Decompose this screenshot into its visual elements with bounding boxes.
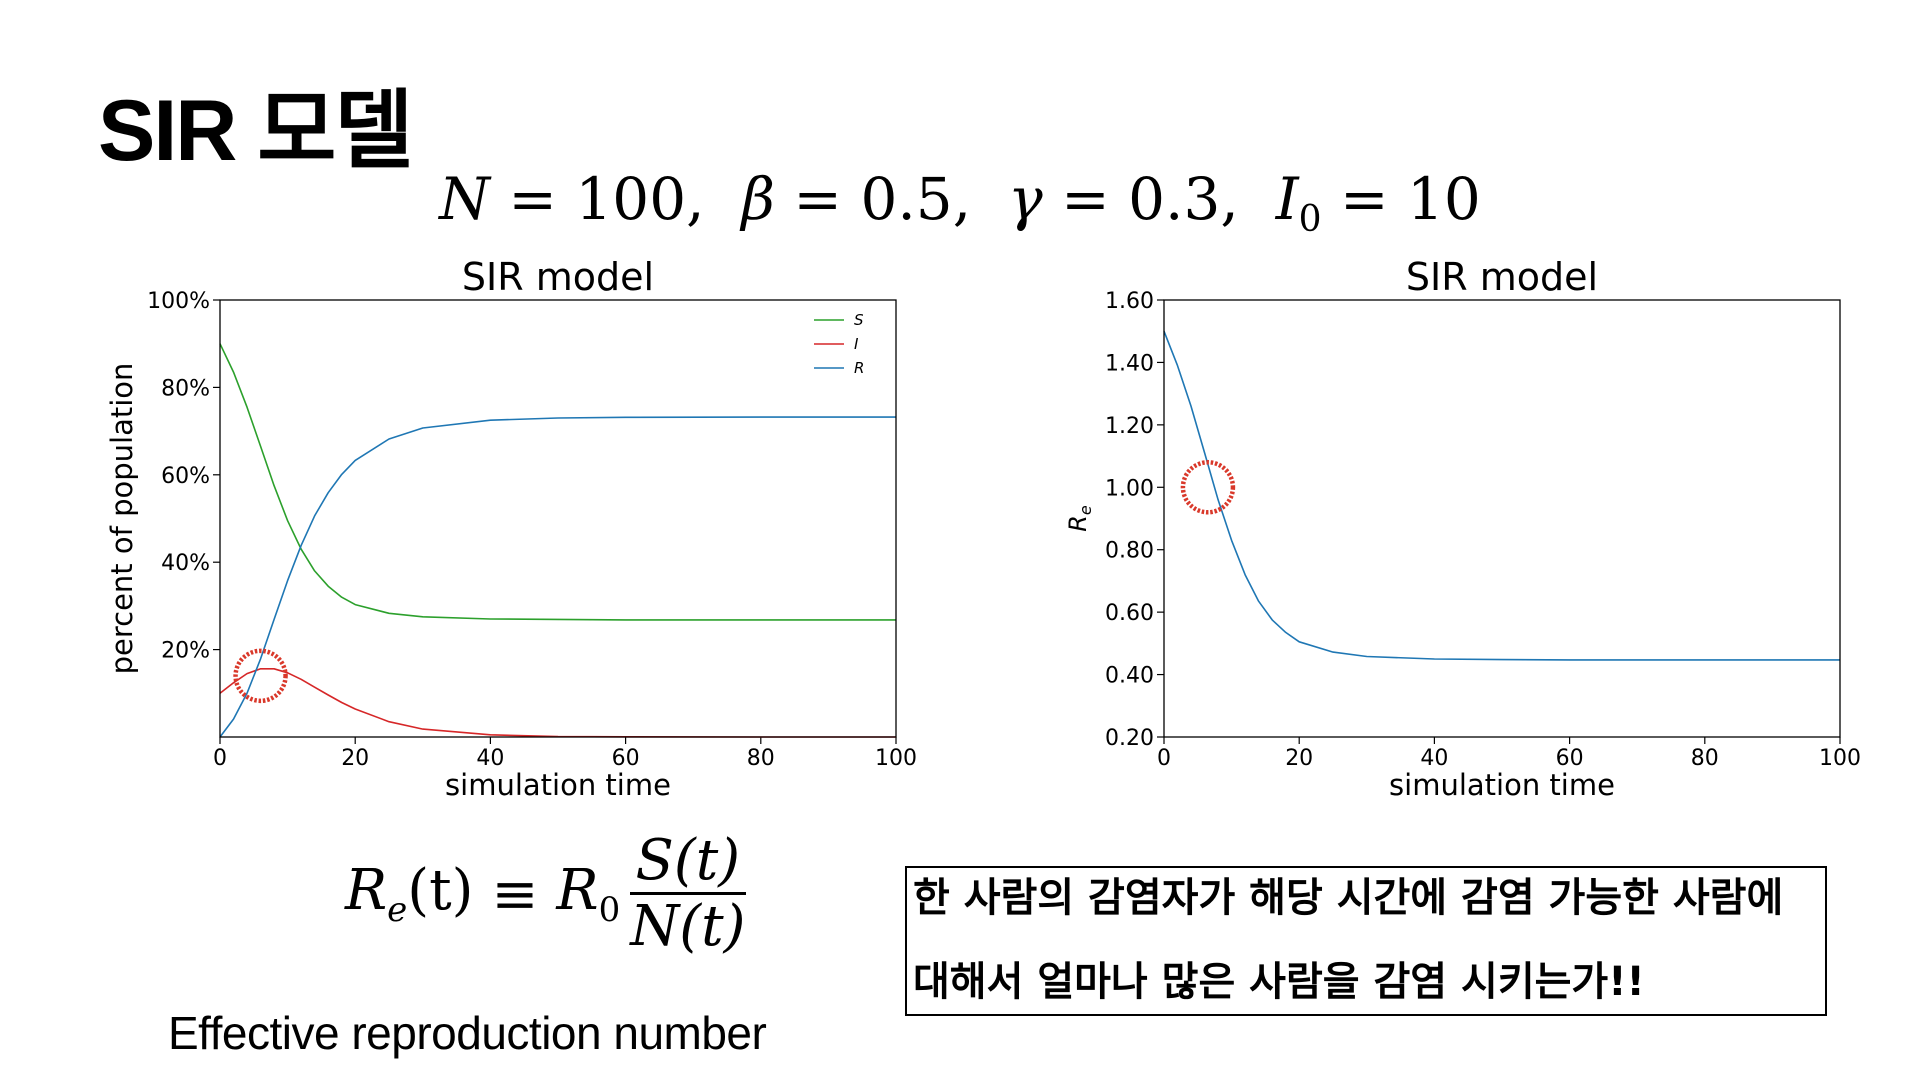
x-axis-label: simulation time bbox=[445, 768, 671, 802]
formula-fraction: S(t) N(t) bbox=[624, 830, 751, 959]
y-tick-label: 0.80 bbox=[1105, 539, 1154, 564]
model-parameters: N = 100, β = 0.5, γ = 0.3, I0 = 10 bbox=[439, 165, 1481, 240]
y-tick-label: 80% bbox=[161, 376, 210, 401]
chart-title: SIR model bbox=[462, 255, 654, 299]
x-tick-label: 60 bbox=[612, 746, 640, 771]
x-tick-label: 20 bbox=[1285, 746, 1313, 771]
y-tick-label: 1.20 bbox=[1105, 414, 1154, 439]
x-axis-label: simulation time bbox=[1389, 768, 1615, 802]
note-line-2: 대해서 얼마나 많은 사람을 감염 시키는가!! bbox=[913, 959, 1645, 1005]
x-tick-label: 40 bbox=[476, 746, 504, 771]
param-beta-value: 0.5 bbox=[860, 165, 953, 233]
highlight-circle bbox=[1180, 460, 1236, 515]
formula-lhs-symbol: R bbox=[345, 858, 388, 924]
y-tick-label: 1.00 bbox=[1105, 476, 1154, 501]
legend-label-i: I bbox=[854, 335, 859, 353]
formula-rhs-symbol: R bbox=[556, 858, 599, 924]
series-line-r bbox=[219, 416, 896, 738]
param-n-value: 100 bbox=[575, 165, 687, 233]
note-line-1: 한 사람의 감염자가 해당 시간에 감염 가능한 사람에 bbox=[913, 875, 1784, 921]
x-tick-label: 40 bbox=[1420, 746, 1448, 771]
legend-label-r: R bbox=[854, 359, 864, 377]
x-tick-label: 100 bbox=[1819, 746, 1861, 771]
y-tick-label: 0.20 bbox=[1105, 726, 1154, 751]
x-tick-label: 60 bbox=[1556, 746, 1584, 771]
series-line-i bbox=[219, 667, 896, 738]
y-tick-label: 40% bbox=[161, 551, 210, 576]
formula-rhs-sub: 0 bbox=[598, 890, 621, 931]
x-tick-label: 80 bbox=[747, 746, 775, 771]
y-tick-label: 1.40 bbox=[1105, 351, 1154, 376]
chart-title: SIR model bbox=[1406, 255, 1598, 299]
y-tick-label: 0.40 bbox=[1105, 664, 1154, 689]
effective-reproduction-chart: SIR model 0 20 40 60 80 100 0.20 0.40 0.60 0.80 1.0… bbox=[1064, 255, 1861, 802]
re-formula: Re(t) ≡ R0 S(t) N(t) bbox=[345, 830, 751, 959]
plot-frame bbox=[1163, 299, 1841, 738]
sir-population-chart: SIR model 0 20 40 60 80 100 20% 40% 60% 80% 100% sim… bbox=[105, 255, 917, 802]
charts-canvas: SIR model 0 20 40 60 80 100 20% 40% 60% 80% 100% sim… bbox=[105, 255, 1861, 802]
y-tick-label: 60% bbox=[161, 464, 210, 489]
slide-title: SIR 모델 bbox=[98, 83, 413, 179]
x-tick-label: 0 bbox=[1157, 746, 1171, 771]
y-tick-label: 0.60 bbox=[1105, 601, 1154, 626]
x-tick-label: 0 bbox=[213, 746, 227, 771]
highlight-circle bbox=[233, 648, 288, 704]
series-line-s bbox=[219, 343, 896, 621]
legend-label-s: S bbox=[854, 311, 864, 329]
x-tick-label: 100 bbox=[875, 746, 917, 771]
y-tick-label: 100% bbox=[147, 289, 210, 314]
y-tick-label: 1.60 bbox=[1105, 289, 1154, 314]
param-gamma-value: 0.3 bbox=[1128, 165, 1221, 233]
y-axis-label: Re bbox=[1064, 505, 1095, 532]
formula-numerator: S(t) bbox=[629, 830, 747, 895]
y-axis-label: percent of population bbox=[105, 363, 139, 675]
explanation-note: 한 사람의 감염자가 해당 시간에 감염 가능한 사람에 대해서 얼마나 많은 … bbox=[905, 866, 1827, 1016]
formula-lhs-sub: e bbox=[387, 890, 408, 931]
x-tick-label: 20 bbox=[341, 746, 369, 771]
x-tick-label: 80 bbox=[1691, 746, 1719, 771]
y-tick-label: 20% bbox=[161, 639, 210, 664]
formula-lhs-arg: (t) bbox=[407, 858, 474, 924]
formula-denominator: N(t) bbox=[630, 893, 746, 959]
formula-equiv: ≡ bbox=[491, 861, 539, 927]
series-line-re bbox=[1163, 330, 1840, 661]
plot-frame bbox=[219, 299, 897, 738]
formula-caption: Effective reproduction number bbox=[168, 1007, 767, 1059]
param-i0-value: 10 bbox=[1407, 165, 1481, 233]
